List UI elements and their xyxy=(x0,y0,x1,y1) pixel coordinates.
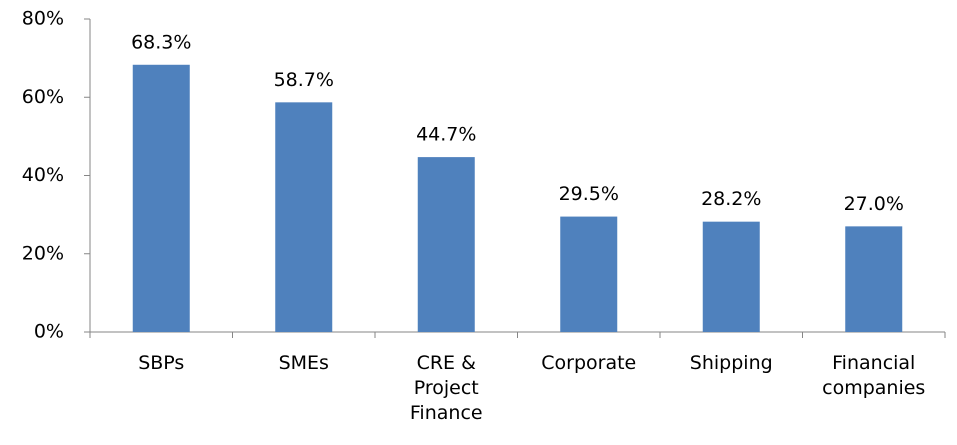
x-tick-label: Shipping xyxy=(689,352,773,374)
y-tick-label: 0% xyxy=(34,321,64,343)
value-label: 68.3% xyxy=(131,31,191,53)
bar xyxy=(845,226,903,332)
x-tick-label: Corporate xyxy=(541,352,637,374)
x-tick-label: CRE & Project Finance xyxy=(409,352,483,424)
value-label: 58.7% xyxy=(274,69,334,91)
value-label: 27.0% xyxy=(844,193,904,215)
y-tick-label: 60% xyxy=(22,86,64,108)
y-tick-label: 20% xyxy=(22,242,64,264)
bar xyxy=(702,221,760,332)
bar xyxy=(275,102,333,333)
value-label: 28.2% xyxy=(701,188,761,210)
bar xyxy=(417,157,475,332)
value-label: 44.7% xyxy=(416,124,476,146)
x-tick-label: SBPs xyxy=(138,352,185,374)
value-label: 29.5% xyxy=(559,183,619,205)
x-tick-label: SMEs xyxy=(278,352,329,374)
x-tick-label: Financial companies xyxy=(822,352,926,399)
y-tick-label: 40% xyxy=(22,164,64,186)
y-tick-label: 80% xyxy=(22,8,64,30)
bar xyxy=(132,64,190,333)
bar xyxy=(560,216,618,332)
